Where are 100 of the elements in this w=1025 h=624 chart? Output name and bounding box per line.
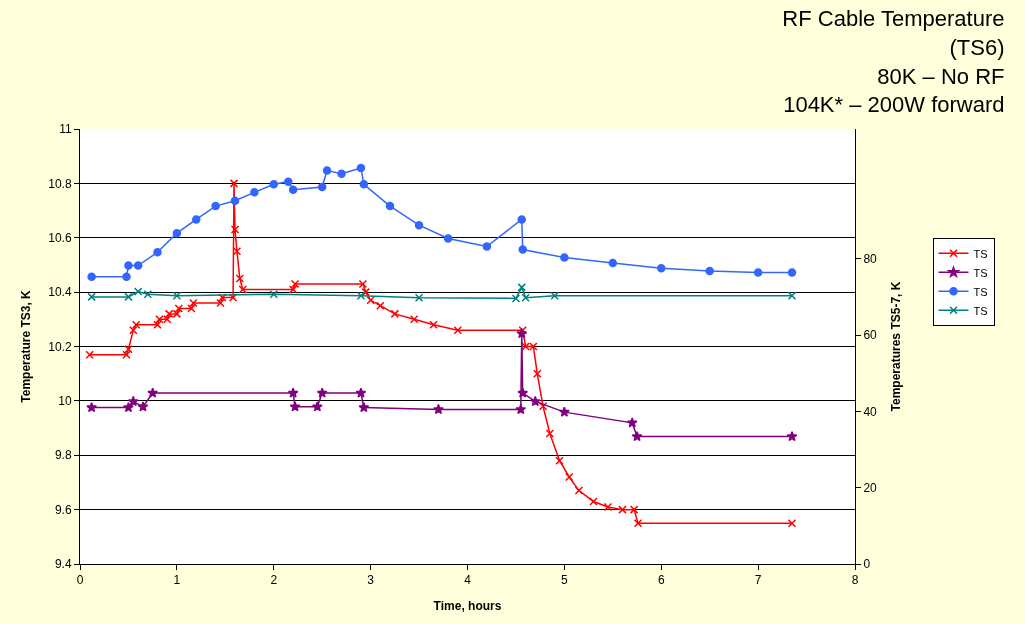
point [316,387,328,398]
y2-tick-label: 80 [863,251,878,266]
point [238,285,247,294]
point [414,293,424,302]
legend-label: TS [973,285,988,298]
point [515,403,527,415]
point [409,315,419,324]
point [133,287,143,296]
point [87,272,96,281]
y2-tick-label: 20 [863,480,878,495]
y-tick-label: 9.6 [54,502,72,517]
point [172,291,182,300]
point [288,285,298,294]
point [131,320,141,329]
point [433,403,444,415]
point [376,301,385,310]
point [558,406,570,417]
point [517,215,526,224]
point [482,242,492,251]
point [629,505,639,514]
point [545,429,555,438]
point [122,272,131,281]
point [172,228,182,238]
point [560,253,569,262]
point [216,298,225,308]
point [288,185,298,194]
x-tick-label: 6 [657,573,665,588]
point [564,472,574,482]
point [127,395,139,407]
legend-label: TS [973,247,988,260]
point [361,287,371,297]
point [631,430,643,442]
x-tick-label: 0 [76,573,84,588]
point [122,350,131,359]
point [229,179,239,188]
point [187,304,196,313]
point [189,298,198,308]
y-tick-label: 10 [58,394,72,409]
point [589,497,598,506]
point [317,182,327,192]
y2-tick-label: 0 [863,557,871,572]
y-tick-label: 10.4 [48,285,72,300]
point [235,274,245,283]
y-tick-label: 9.8 [54,448,72,463]
x-tick-label: 2 [270,573,278,588]
y2-axis-title: Temperatures TS5-7, K [888,281,903,412]
point [529,395,541,407]
point [753,268,763,277]
point [533,369,542,378]
point [143,289,153,299]
point [124,344,133,354]
point [124,261,133,270]
point [284,177,293,186]
point [429,320,438,329]
point [516,327,528,339]
point [786,430,798,442]
point [129,325,138,335]
point [269,180,278,189]
point [366,296,375,305]
y-axis-title: Temperature TS3, K [18,289,33,403]
point [356,291,366,300]
x-tick-label: 7 [754,573,762,588]
point [123,401,134,413]
point [574,486,584,495]
point [86,401,98,413]
point [550,291,559,300]
legend-label: TS [973,304,988,317]
point [230,225,240,234]
point [85,350,94,359]
point [443,234,453,243]
point [787,291,797,300]
point [385,201,395,211]
point [287,387,299,398]
point [124,292,133,302]
y-tick-label: 9.4 [54,557,72,572]
point [358,279,368,289]
y-tick-label: 10.2 [48,339,72,354]
x-tick-label: 5 [561,573,569,588]
point [390,309,400,319]
point [355,387,367,398]
point [192,215,201,224]
point [453,325,463,335]
point [87,292,96,302]
y-tick-label: 10.6 [48,230,72,245]
point [250,188,259,197]
x-tick-label: 4 [464,573,472,588]
point [153,248,162,257]
x-axis-title: Time, hours [433,599,502,614]
point [311,401,323,412]
point [705,266,714,276]
point [358,401,370,413]
point [356,163,366,173]
point [228,293,238,302]
point [657,264,666,273]
point [133,261,143,270]
y2-tick-label: 40 [863,404,878,419]
point [414,220,424,230]
point [218,293,227,302]
point [289,401,301,412]
point [608,258,618,268]
